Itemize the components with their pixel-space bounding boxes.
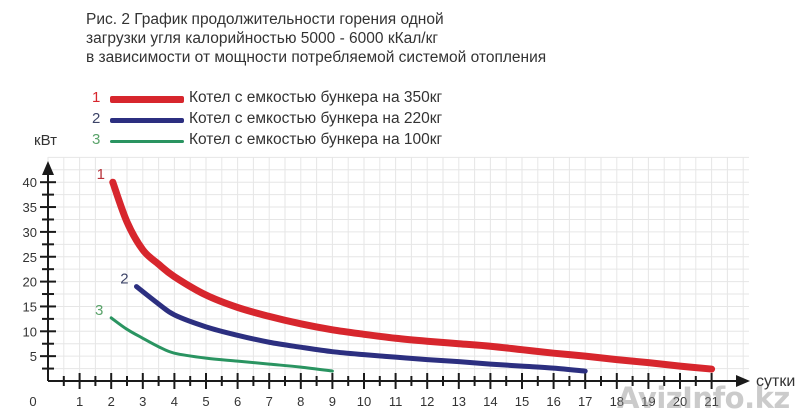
- legend-swatch: [110, 118, 184, 123]
- x-tick-label: 21: [704, 394, 718, 409]
- y-tick-label: 40: [23, 175, 37, 190]
- x-tick-label: 8: [297, 394, 304, 409]
- x-tick-label: 12: [420, 394, 434, 409]
- y-axis-arrow-icon: [42, 161, 54, 175]
- y-tick-label: 10: [23, 324, 37, 339]
- series-line-3: [109, 316, 334, 373]
- legend-swatch: [110, 96, 184, 103]
- title-line-3: в зависимости от мощности потребляемой с…: [86, 49, 547, 66]
- x-tick-label: 0: [29, 394, 36, 409]
- watermark: AvizInfo.kz: [617, 381, 790, 415]
- x-tick-label: 1: [76, 394, 83, 409]
- chart-title: Рис. 2 График продолжительности горения …: [86, 10, 546, 67]
- y-tick-label: 15: [23, 299, 37, 314]
- x-tick-label: 15: [515, 394, 529, 409]
- legend-swatch: [110, 140, 184, 143]
- x-tick-label: 19: [641, 394, 655, 409]
- x-tick-label: 17: [578, 394, 592, 409]
- title-line-2: загрузки угля калорийностью 5000 - 6000 …: [86, 30, 439, 47]
- x-tick-label: 2: [108, 394, 115, 409]
- y-tick-label: 25: [23, 250, 37, 265]
- title-line-1: Рис. 2 График продолжительности горения …: [86, 11, 444, 28]
- x-tick-label: 6: [234, 394, 241, 409]
- x-tick-label: 11: [389, 394, 403, 409]
- y-axis-label: кВт: [34, 132, 57, 149]
- series-number-label: 2: [120, 271, 128, 288]
- legend-number: 1: [92, 89, 101, 106]
- x-tick-label: 7: [266, 394, 273, 409]
- y-tick-label: 30: [23, 225, 37, 240]
- x-tick-label: 13: [452, 394, 466, 409]
- x-tick-label: 3: [139, 394, 146, 409]
- series-number-label: 3: [95, 302, 103, 319]
- y-tick-label: 5: [30, 349, 37, 364]
- legend-label: Котел с емкостью бункера на 220кг: [189, 110, 443, 127]
- legend-number: 2: [92, 110, 101, 127]
- x-tick-label: 14: [483, 394, 497, 409]
- x-tick-label: 5: [202, 394, 209, 409]
- y-tick-label: 35: [23, 200, 37, 215]
- legend-label: Котел с емкостью бункера на 350кг: [189, 89, 443, 106]
- x-axis-arrow-icon: [736, 375, 750, 387]
- legend-number: 3: [92, 131, 101, 148]
- series-number-label: 1: [97, 166, 105, 183]
- x-tick-label: 18: [610, 394, 624, 409]
- y-tick-label: 20: [23, 275, 37, 290]
- x-axis-label: сутки: [756, 373, 795, 390]
- x-tick-label: 20: [673, 394, 687, 409]
- x-tick-label: 4: [171, 394, 178, 409]
- x-tick-label: 10: [357, 394, 371, 409]
- series-line-1: [109, 178, 716, 373]
- x-tick-label: 16: [546, 394, 560, 409]
- series-line-2: [133, 284, 588, 374]
- x-tick-label: 9: [329, 394, 336, 409]
- legend-label: Котел с емкостью бункера на 100кг: [189, 131, 443, 148]
